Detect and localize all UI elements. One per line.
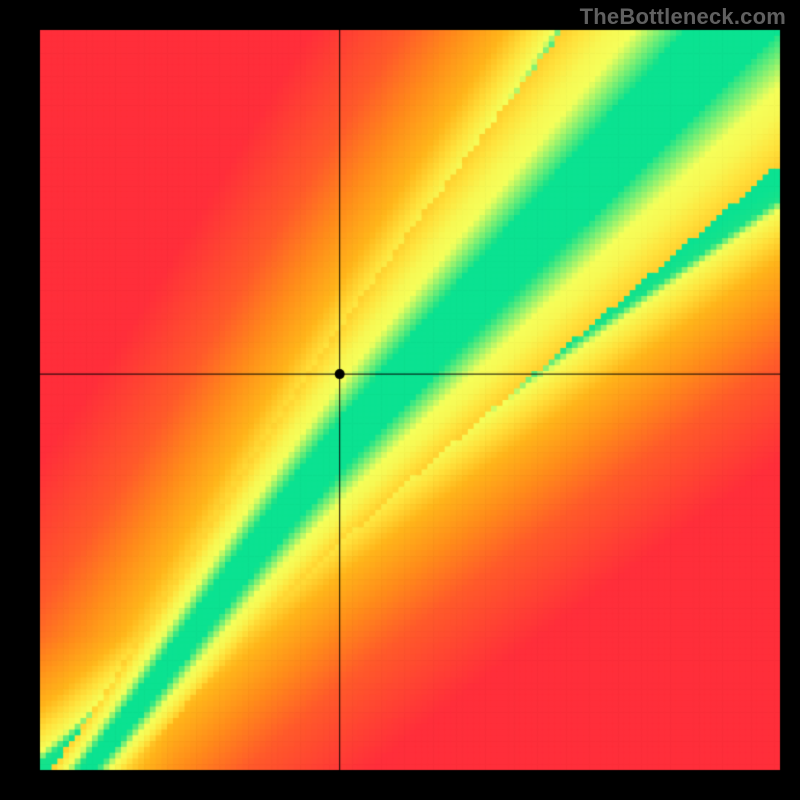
bottleneck-heatmap-frame: { "watermark": { "text": "TheBottleneck.…: [0, 0, 800, 800]
bottleneck-heatmap-canvas: [0, 0, 800, 800]
watermark-text: TheBottleneck.com: [580, 4, 786, 30]
